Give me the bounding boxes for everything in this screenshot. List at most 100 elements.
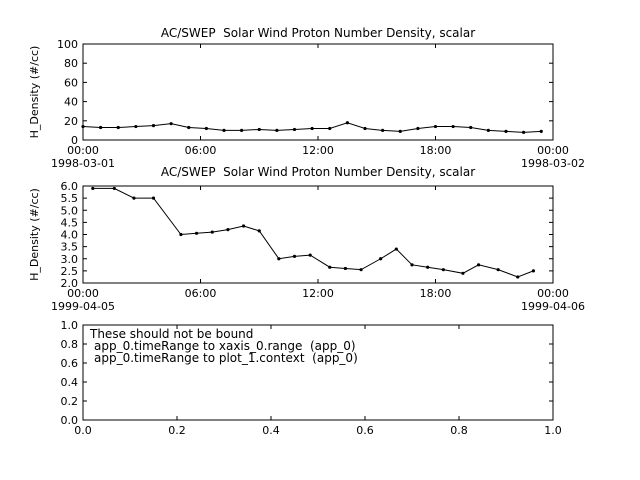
data-point [194, 231, 199, 235]
x-end-date-label: 1999-04-06 [521, 300, 585, 313]
x-tick-label: 00:00 [537, 144, 569, 157]
data-point [226, 228, 230, 232]
data-point [522, 130, 526, 134]
y-tick-label: 80 [64, 57, 78, 70]
data-point [359, 268, 363, 272]
plot-2-area[interactable] [82, 185, 554, 284]
y-tick-label: 6.0 [61, 180, 79, 193]
data-point [257, 127, 261, 132]
data-point [204, 126, 208, 131]
data-point [179, 232, 183, 237]
data-point [277, 257, 281, 261]
y-tick-label: 0.2 [61, 395, 79, 408]
x-tick-label: 00:00 [537, 287, 569, 300]
data-point [381, 128, 385, 132]
data-point [151, 196, 156, 200]
x-tick-label: 1.0 [544, 424, 562, 437]
data-point [257, 229, 261, 233]
x-tick-label: 18:00 [420, 144, 452, 157]
y-tick-label: 2.0 [61, 277, 79, 290]
data-point [132, 196, 136, 200]
data-point [151, 124, 156, 128]
data-point [240, 128, 244, 132]
y-tick-label: 20 [64, 115, 78, 128]
y-tick-label: 0.8 [61, 338, 79, 351]
y-tick-label: 5.0 [61, 204, 79, 217]
data-point [112, 186, 116, 191]
x-tick-label: 0.6 [356, 424, 374, 437]
data-point [91, 186, 95, 191]
data-point [292, 127, 297, 132]
data-point [441, 268, 445, 272]
y-tick-label: 4.0 [61, 229, 79, 242]
data-point [426, 265, 430, 269]
y-tick-label: 5.5 [61, 192, 79, 205]
y-tick-label: 3.5 [61, 241, 79, 254]
annotation-line: app_0.timeRange to xaxis_0.range (app_0) [94, 339, 356, 353]
data-point [187, 125, 191, 130]
data-point [416, 126, 420, 131]
data-point [328, 265, 332, 269]
plot2-title: AC/SWEP Solar Wind Proton Number Density… [160, 165, 476, 179]
data-point [99, 125, 103, 130]
y-tick-label: 60 [64, 76, 78, 89]
x-tick-label: 0.2 [168, 424, 186, 437]
x-tick-label: 00:00 [67, 144, 99, 157]
y-tick-label: 4.5 [61, 216, 79, 229]
data-point [81, 124, 85, 129]
data-point [134, 124, 138, 129]
y-tick-label: 2.5 [61, 265, 79, 278]
data-point [410, 263, 414, 267]
x-tick-label: 0.8 [450, 424, 468, 437]
data-point [461, 271, 465, 275]
x-tick-label: 12:00 [302, 144, 334, 157]
y-tick-label: 40 [64, 96, 78, 109]
annotation-line: These should not be bound [89, 327, 253, 341]
data-point [343, 266, 348, 271]
data-point [433, 124, 438, 129]
data-point [328, 126, 332, 131]
y-axis-label: H_Density (#/cc) [28, 188, 41, 281]
data-point [210, 230, 214, 234]
data-point [516, 275, 520, 279]
data-point [398, 129, 402, 133]
plot-3-area[interactable] [82, 324, 554, 421]
data-point [504, 129, 508, 133]
y-tick-label: 0.4 [61, 376, 79, 389]
data-point [292, 254, 297, 258]
data-point [394, 247, 398, 251]
annotation-line: app_0.timeRange to plot_1.context (app_0… [94, 351, 358, 365]
data-point [496, 268, 500, 272]
data-point [363, 126, 367, 131]
data-point [116, 125, 120, 130]
data-point [539, 129, 543, 133]
data-point [345, 121, 349, 125]
x-tick-label: 0.0 [74, 424, 92, 437]
x-tick-label: 12:00 [302, 287, 334, 300]
data-point [222, 128, 226, 132]
data-series-line [92, 187, 534, 278]
x-tick-label: 00:00 [67, 287, 99, 300]
y-tick-label: 0.0 [61, 414, 79, 427]
data-point [469, 125, 473, 130]
data-point [241, 224, 246, 228]
x-tick-label: 0.4 [262, 424, 280, 437]
plot1-title: AC/SWEP Solar Wind Proton Number Density… [160, 26, 476, 40]
data-point [310, 126, 314, 131]
data-point [476, 263, 481, 267]
x-tick-label: 18:00 [420, 287, 452, 300]
y-tick-label: 0.6 [61, 357, 79, 370]
data-point [275, 128, 279, 132]
data-point [379, 257, 383, 261]
y-axis-label: H_Density (#/cc) [28, 46, 41, 139]
y-tick-label: 1.0 [61, 319, 79, 332]
x-tick-label: 06:00 [185, 287, 217, 300]
y-tick-label: 100 [57, 38, 78, 51]
x-end-date-label: 1998-03-02 [521, 157, 585, 170]
y-tick-label: 3.0 [61, 253, 79, 266]
data-point [308, 253, 312, 257]
x-tick-label: 06:00 [185, 144, 217, 157]
x-start-date-label: 1999-04-05 [51, 300, 115, 313]
